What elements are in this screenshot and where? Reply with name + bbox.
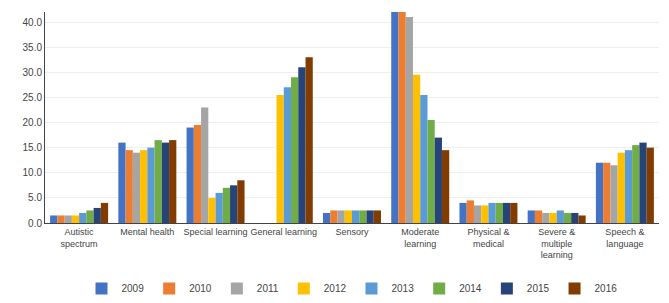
svg-text:Speech &language: Speech &language [605,227,644,249]
svg-text:Sensory: Sensory [335,227,369,237]
svg-text:Moderatelearning: Moderatelearning [401,227,439,249]
svg-text:2010: 2010 [189,283,212,294]
svg-text:35.0: 35.0 [23,42,43,53]
svg-text:2012: 2012 [324,283,347,294]
svg-text:Special learning: Special learning [184,227,248,237]
svg-text:2015: 2015 [527,283,550,294]
svg-text:Physical &medical: Physical &medical [467,227,509,249]
svg-text:40.0: 40.0 [23,17,43,28]
svg-text:Severe &multiplelearning: Severe &multiplelearning [538,227,575,260]
svg-text:20.0: 20.0 [23,117,43,128]
svg-text:2014: 2014 [459,283,482,294]
svg-text:2013: 2013 [391,283,414,294]
svg-text:0.0: 0.0 [28,218,42,229]
svg-text:General learning: General learning [251,227,318,237]
svg-text:2009: 2009 [122,283,145,294]
svg-text:10.0: 10.0 [23,167,43,178]
svg-text:30.0: 30.0 [23,67,43,78]
svg-text:25.0: 25.0 [23,92,43,103]
svg-text:Mental health: Mental health [120,227,174,237]
svg-text:2016: 2016 [595,283,618,294]
svg-text:2011: 2011 [257,283,279,294]
svg-text:15.0: 15.0 [23,142,43,153]
svg-text:5.0: 5.0 [28,192,42,203]
svg-text:Autisticspectrum: Autisticspectrum [61,227,98,249]
